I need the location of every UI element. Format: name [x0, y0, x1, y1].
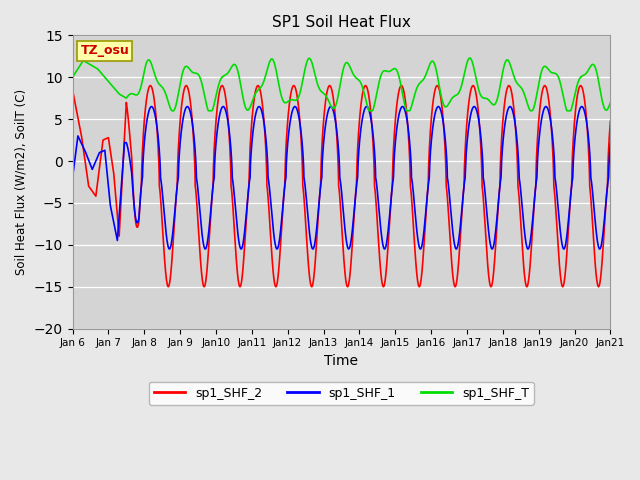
sp1_SHF_T	[68, 74, 76, 80]
X-axis label: Time: Time	[324, 354, 358, 368]
sp1_SHF_1	[162, 228, 170, 233]
sp1_SHF_1	[309, 246, 317, 252]
sp1_SHF_2	[596, 278, 604, 284]
sp1_SHF_T	[596, 87, 604, 93]
sp1_SHF_T	[168, 108, 176, 114]
sp1_SHF_1	[130, 200, 138, 206]
sp1_SHF_1	[68, 175, 76, 180]
sp1_SHF_T	[275, 82, 283, 88]
sp1_SHF_T	[130, 91, 138, 97]
Legend: sp1_SHF_2, sp1_SHF_1, sp1_SHF_T: sp1_SHF_2, sp1_SHF_1, sp1_SHF_T	[149, 382, 534, 405]
Y-axis label: Soil Heat Flux (W/m2), SoilT (C): Soil Heat Flux (W/m2), SoilT (C)	[15, 89, 28, 275]
Line: sp1_SHF_T: sp1_SHF_T	[72, 58, 611, 111]
sp1_SHF_1	[596, 246, 604, 252]
Title: SP1 Soil Heat Flux: SP1 Soil Heat Flux	[272, 15, 411, 30]
sp1_SHF_2	[147, 83, 154, 88]
sp1_SHF_T	[298, 80, 306, 86]
sp1_SHF_1	[298, 140, 306, 145]
sp1_SHF_2	[162, 273, 170, 278]
sp1_SHF_T	[607, 100, 614, 106]
sp1_SHF_2	[68, 87, 76, 93]
sp1_SHF_T	[466, 55, 474, 61]
sp1_SHF_1	[607, 141, 614, 146]
sp1_SHF_1	[327, 104, 335, 109]
sp1_SHF_2	[299, 166, 307, 172]
sp1_SHF_T	[538, 67, 546, 72]
sp1_SHF_2	[538, 89, 546, 95]
sp1_SHF_1	[538, 113, 546, 119]
sp1_SHF_2	[607, 119, 614, 124]
Line: sp1_SHF_2: sp1_SHF_2	[72, 85, 611, 287]
Line: sp1_SHF_1: sp1_SHF_1	[72, 107, 611, 249]
sp1_SHF_1	[275, 241, 283, 247]
sp1_SHF_2	[275, 262, 283, 268]
sp1_SHF_T	[162, 91, 170, 97]
sp1_SHF_2	[130, 198, 138, 204]
sp1_SHF_2	[164, 284, 172, 289]
Text: TZ_osu: TZ_osu	[81, 44, 129, 58]
